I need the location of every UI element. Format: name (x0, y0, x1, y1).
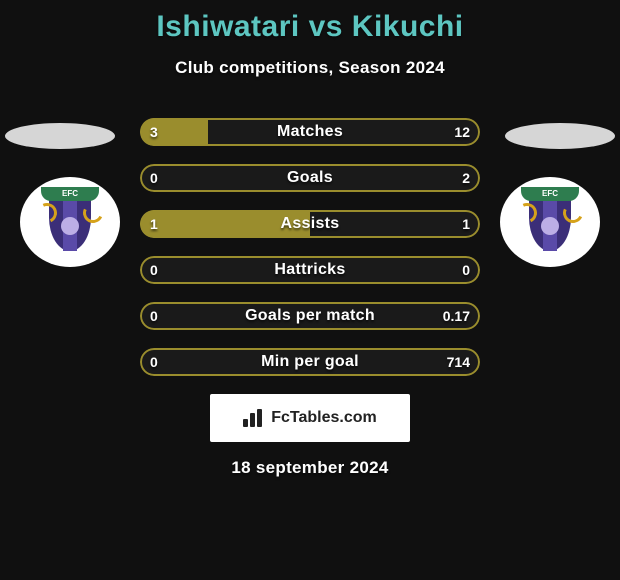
stat-label: Assists (140, 210, 480, 238)
stat-value-left: 0 (150, 302, 158, 330)
club-crest-icon: EFC (41, 187, 99, 257)
club-crest-icon: EFC (521, 187, 579, 257)
stat-row: Goals per match0 0.17 (140, 302, 480, 330)
badge-circle: EFC (500, 177, 600, 267)
stat-value-right: 2 (462, 164, 470, 192)
stat-label: Goals (140, 164, 480, 192)
date-text: 18 september 2024 (0, 458, 620, 478)
page-title: Ishiwatari vs Kikuchi (0, 10, 620, 44)
player-1-club-badge: EFC (20, 177, 120, 267)
player-1-name: Ishiwatari (156, 10, 299, 43)
vs-separator: vs (300, 10, 352, 43)
bar-chart-icon (243, 409, 265, 427)
stat-row: Min per goal0 714 (140, 348, 480, 376)
stats-chart: Matches312Goals02Assists11Hattricks00Goa… (140, 118, 480, 376)
player-2-marker-ellipse (505, 123, 615, 149)
player-2-name: Kikuchi (352, 10, 464, 43)
subtitle: Club competitions, Season 2024 (0, 58, 620, 78)
player-2-club-badge: EFC (500, 177, 600, 267)
stat-label: Min per goal (140, 348, 480, 376)
stat-row: Assists1 1 (140, 210, 480, 238)
stat-value-left: 1 (150, 210, 158, 238)
stat-value-right: 0.17 (443, 302, 470, 330)
stat-label: Matches (140, 118, 480, 146)
attribution-text: FcTables.com (271, 409, 377, 427)
stat-value-right: 714 (447, 348, 470, 376)
stat-value-right: 1 (462, 210, 470, 238)
attribution-badge: FcTables.com (210, 394, 410, 442)
stat-value-left: 3 (150, 118, 158, 146)
stat-row: Goals0 2 (140, 164, 480, 192)
stat-label: Goals per match (140, 302, 480, 330)
stat-value-right: 0 (462, 256, 470, 284)
stat-row: Matches3 12 (140, 118, 480, 146)
player-1-marker-ellipse (5, 123, 115, 149)
stat-value-left: 0 (150, 164, 158, 192)
stat-label: Hattricks (140, 256, 480, 284)
stat-value-right: 12 (454, 118, 470, 146)
badge-circle: EFC (20, 177, 120, 267)
stat-row: Hattricks0 0 (140, 256, 480, 284)
stat-value-left: 0 (150, 256, 158, 284)
stat-value-left: 0 (150, 348, 158, 376)
comparison-infographic: Ishiwatari vs Kikuchi Club competitions,… (0, 0, 620, 580)
